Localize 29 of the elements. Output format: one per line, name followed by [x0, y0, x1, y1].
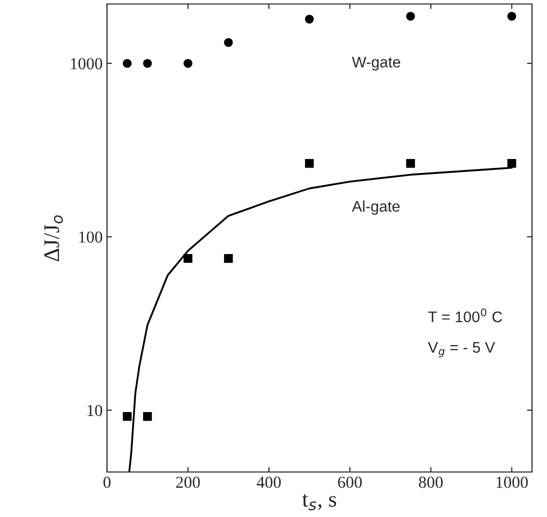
y-tick-label: 10 [88, 404, 102, 416]
x-tick-label: 200 [176, 476, 200, 488]
x-tick-label: 800 [418, 476, 443, 488]
point [224, 254, 233, 263]
x-axis-title: t$_{s}$, s [302, 494, 336, 510]
text: Al-gate [352, 200, 400, 215]
point [406, 12, 415, 21]
annotation: V$_{g}$ = - 5 V [428, 342, 496, 358]
point [304, 158, 314, 168]
point [122, 412, 132, 421]
point [304, 14, 314, 24]
point [143, 58, 152, 68]
annotation: T = 100$^{0}$ C [428, 308, 502, 322]
point [122, 58, 132, 68]
y-axis-title: ΔJ/J$_{o}$ [44, 215, 63, 262]
point [143, 412, 152, 421]
point [406, 158, 415, 168]
point [507, 158, 516, 168]
text: W-gate [352, 56, 400, 70]
point [507, 12, 516, 21]
x-tick-label: 0 [103, 476, 111, 488]
y-tick-label: 1000 [70, 58, 102, 70]
point [224, 38, 233, 47]
point [184, 58, 192, 68]
x-tick-label: 600 [338, 476, 362, 488]
x-tick-label: 1000 [496, 476, 528, 488]
x-tick-label: 400 [256, 476, 281, 488]
y-tick-label: 100 [79, 231, 102, 243]
point [184, 254, 192, 263]
